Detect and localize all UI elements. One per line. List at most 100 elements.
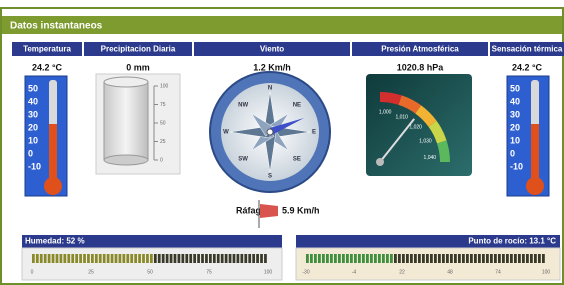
- bar-segment: [398, 254, 401, 263]
- bar-segment: [426, 254, 429, 263]
- bar-segment: [189, 254, 192, 263]
- scale-label: 40: [510, 96, 520, 106]
- direction: W: [223, 130, 229, 136]
- scale-label: 0: [28, 148, 33, 158]
- bar-segment: [217, 254, 220, 263]
- bar-segment: [122, 254, 125, 263]
- scale-label: 10: [28, 135, 38, 145]
- cylinder-bottom: [104, 155, 148, 165]
- bar-segment: [482, 254, 485, 263]
- bar-segment: [233, 254, 236, 263]
- bar-label: Punto de rocío: 13.1 °C: [468, 237, 556, 246]
- bar-segment: [466, 254, 469, 263]
- bar-segment: [486, 254, 489, 263]
- bar-segment: [95, 254, 98, 263]
- bar-segment: [382, 254, 385, 263]
- bar-segment: [494, 254, 497, 263]
- scale-label: 10: [510, 135, 520, 145]
- bar-segment: [422, 254, 425, 263]
- panel-value: 24.2 °C: [32, 62, 63, 72]
- scale-label: -10: [28, 161, 41, 171]
- bar-segment: [306, 254, 309, 263]
- bar-segment: [374, 254, 377, 263]
- bar-segment: [103, 254, 106, 263]
- bar-segment: [138, 254, 141, 263]
- cylinder: [104, 82, 148, 160]
- gauge-label: 1,030: [419, 138, 432, 144]
- bar-segment: [154, 254, 157, 263]
- bulb: [44, 177, 62, 195]
- bar-segment: [107, 254, 110, 263]
- gauge-label: 1,000: [379, 110, 392, 116]
- bar-segment: [240, 254, 243, 263]
- gauge-hub: [376, 158, 384, 166]
- bar-segment: [502, 254, 505, 263]
- bar-segment: [542, 254, 545, 263]
- bar-segment: [462, 254, 465, 263]
- bar-segment: [150, 254, 153, 263]
- bar-segment: [174, 254, 177, 263]
- bar-scale: 50: [147, 269, 153, 275]
- bar-scale: 48: [447, 269, 453, 275]
- bar-segment: [442, 254, 445, 263]
- bar-segment: [534, 254, 537, 263]
- scale-label: 30: [510, 109, 520, 119]
- windsock: [260, 204, 278, 218]
- bar-segment: [514, 254, 517, 263]
- scale-label: 75: [160, 102, 166, 108]
- bar-segment: [338, 254, 341, 263]
- bar-segment: [538, 254, 541, 263]
- bar-segment: [350, 254, 353, 263]
- bar-scale: 22: [399, 269, 405, 275]
- direction: SW: [238, 156, 248, 162]
- bar-scale: 25: [88, 269, 94, 275]
- bar-segment: [56, 254, 59, 263]
- bar-segment: [36, 254, 39, 263]
- bar-segment: [358, 254, 361, 263]
- bar-segment: [166, 254, 169, 263]
- bar-scale: 100: [264, 269, 273, 275]
- bar-box: [296, 248, 560, 280]
- bar-segment: [115, 254, 118, 263]
- gauge-label: 1,040: [424, 155, 437, 161]
- bar-segment: [63, 254, 66, 263]
- bar-segment: [318, 254, 321, 263]
- bar-segment: [434, 254, 437, 263]
- bar-segment: [498, 254, 501, 263]
- scale-label: 100: [160, 83, 169, 89]
- bar-scale: -4: [352, 269, 357, 275]
- bar-segment: [438, 254, 441, 263]
- bar-segment: [330, 254, 333, 263]
- scale-label: -10: [510, 161, 523, 171]
- bar-scale: 0: [31, 269, 34, 275]
- scale-label: 50: [160, 120, 166, 126]
- dashboard: Datos instantaneos Temperatura24.2 °CPre…: [0, 0, 564, 285]
- bar-segment: [474, 254, 477, 263]
- panel-title: Precipitacion Diaria: [101, 45, 176, 54]
- hub: [267, 129, 273, 135]
- bar-segment: [237, 254, 240, 263]
- bar-segment: [506, 254, 509, 263]
- scale-label: 40: [28, 96, 38, 106]
- direction: S: [268, 174, 272, 180]
- bar-segment: [91, 254, 94, 263]
- bar-segment: [450, 254, 453, 263]
- mercury: [49, 124, 57, 182]
- bar-label: Humedad: 52 %: [25, 237, 85, 246]
- bar-segment: [346, 254, 349, 263]
- panel-value: 1020.8 hPa: [397, 62, 445, 72]
- bar-segment: [446, 254, 449, 263]
- bar-segment: [225, 254, 228, 263]
- bar-segment: [490, 254, 493, 263]
- panel-title: Presión Atmosférica: [381, 45, 459, 54]
- bar-segment: [83, 254, 86, 263]
- bar-segment: [44, 254, 47, 263]
- bar-segment: [229, 254, 232, 263]
- bar-segment: [134, 254, 137, 263]
- bar-segment: [185, 254, 188, 263]
- bar-segment: [193, 254, 196, 263]
- bar-segment: [370, 254, 373, 263]
- panel-value: 24.2 °C: [512, 62, 543, 72]
- panel-title: Sensación térmica: [492, 45, 563, 54]
- bar-segment: [470, 254, 473, 263]
